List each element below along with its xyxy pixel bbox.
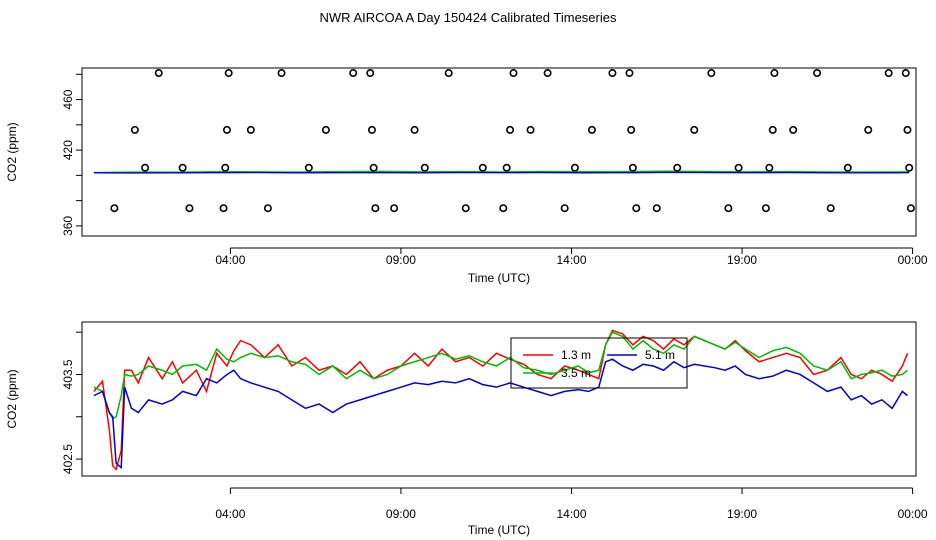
flask-sample-point [366,69,375,78]
legend-label: 3.5 m [561,366,591,380]
legend-label: 5.1 m [645,348,675,362]
flask-sample-point [673,163,682,172]
flask-sample-point [543,69,552,78]
flask-sample-point [864,125,873,134]
y-tick-label: 403.5 [61,359,75,389]
flask-sample-point [246,125,255,134]
y-axis-label: CO2 (ppm) [5,122,19,181]
flask-sample-point [632,204,641,213]
flask-sample-point [884,69,893,78]
flask-sample-point [420,163,429,172]
flask-sample-point [178,163,187,172]
flask-sample-point [221,163,230,172]
flask-sample-point [390,204,399,213]
flask-sample-point [906,204,915,213]
flask-sample-point [768,125,777,134]
flask-sample-point [903,125,912,134]
flask-sample-point [690,125,699,134]
flask-sample-point [502,163,511,172]
flask-sample-point [843,163,852,172]
x-tick-label: 14:00 [556,253,586,267]
series-line-3-5-m [93,170,910,174]
flask-sample-point [789,125,798,134]
flask-sample-point [765,163,774,172]
flask-sample-point [499,204,508,213]
flask-sample-point [219,204,228,213]
flask-sample-point [570,163,579,172]
flask-sample-point [813,69,822,78]
legend-box [510,337,688,389]
plot-frame [81,321,917,477]
flask-sample-point [526,125,535,134]
x-tick-label: 04:00 [215,507,245,521]
flask-sample-point [154,69,163,78]
flask-sample-point [444,69,453,78]
y-tick-label: 460 [61,89,75,109]
top-panel: 04:00 09:00 14:00 19:00 00:00 Time (UTC) 360 42… [5,67,928,285]
figure-title: NWR AIRCOA A Day 150424 Calibrated Times… [320,10,617,25]
flask-sample-point [625,69,634,78]
y-tick-label: 402.5 [61,444,75,474]
y-tick-label: 420 [61,140,75,160]
flask-sample-point [707,69,716,78]
x-axis-label: Time (UTC) [468,523,530,537]
flask-sample-point [222,125,231,134]
flask-sample-point [478,163,487,172]
x-tick-label: 19:00 [727,507,757,521]
x-tick-label: 09:00 [386,507,416,521]
flask-sample-point [371,204,380,213]
flask-sample-point [587,125,596,134]
series-line-5-1-m [93,171,910,174]
x-tick-label: 00:00 [898,253,928,267]
series-line-5-1-m [93,358,908,470]
flask-sample-point [560,204,569,213]
flask-sample-point [224,69,233,78]
flask-sample-point [110,204,119,213]
flask-sample-point [349,69,358,78]
flask-sample-point [724,204,733,213]
flask-sample-point [901,69,910,78]
flask-sample-point [506,125,515,134]
bottom-panel: 04:00 09:00 14:00 19:00 00:00 Time (UTC) 402.5… [5,321,928,537]
flask-sample-point [369,163,378,172]
legend-label: 1.3 m [561,348,591,362]
flask-sample-point [734,163,743,172]
y-axis-label: CO2 (ppm) [5,369,19,428]
flask-sample-point [652,204,661,213]
flask-sample-point [461,204,470,213]
x-tick-label: 14:00 [556,507,586,521]
x-tick-label: 09:00 [386,253,416,267]
series-line-3-5-m [93,331,908,420]
flask-sample-point [367,125,376,134]
flask-sample-point [277,69,286,78]
x-tick-label: 00:00 [898,507,928,521]
y-tick-label: 360 [61,216,75,236]
x-tick-label: 19:00 [727,253,757,267]
flask-sample-point [608,69,617,78]
flask-sample-point [321,125,330,134]
series-line-1-3-m [93,329,909,471]
flask-sample-point [770,69,779,78]
flask-sample-point [410,125,419,134]
flask-sample-point [509,69,518,78]
x-axis-label: Time (UTC) [468,271,530,285]
flask-sample-point [627,125,636,134]
flask-sample-point [304,163,313,172]
plot-frame [81,67,917,237]
flask-sample-point [141,163,150,172]
flask-sample-point [263,204,272,213]
flask-sample-point [628,163,637,172]
flask-sample-point [130,125,139,134]
flask-sample-point [185,204,194,213]
flask-sample-point [761,204,770,213]
flask-sample-point [826,204,835,213]
flask-sample-point [905,163,914,172]
x-tick-label: 04:00 [215,253,245,267]
